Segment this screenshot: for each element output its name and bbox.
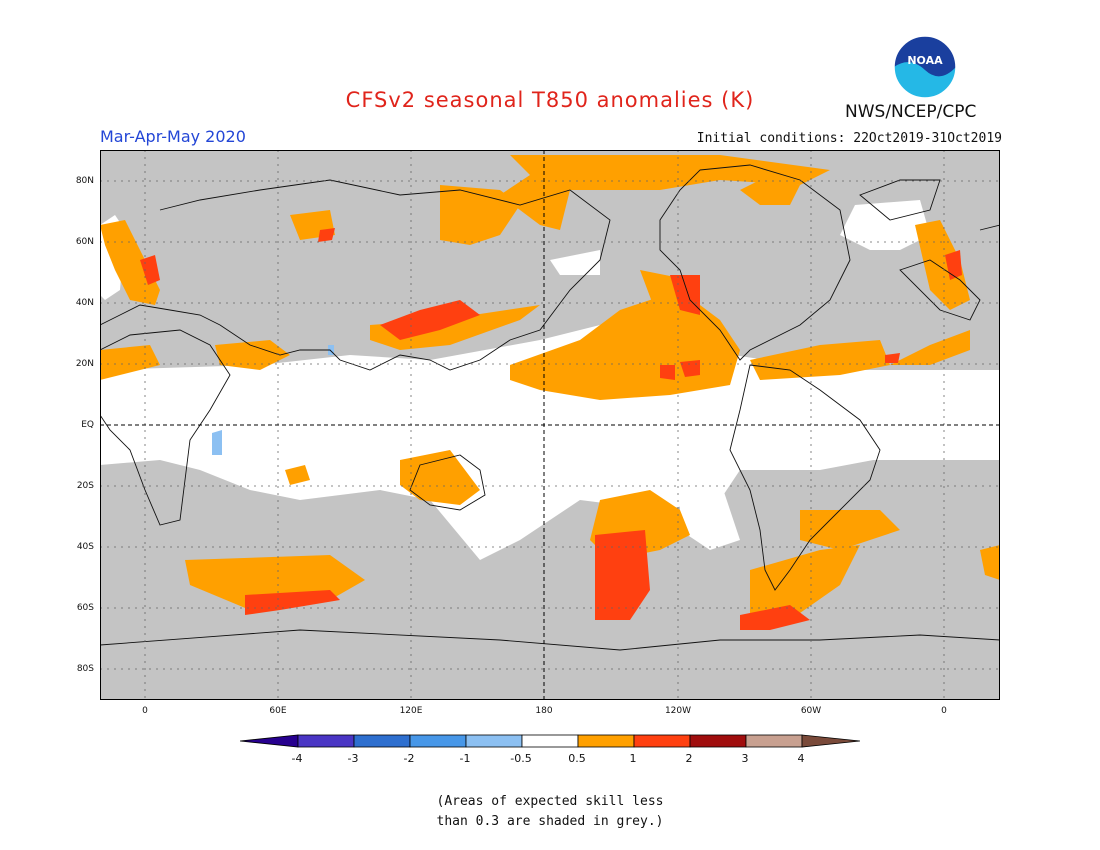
colorbar-box — [633, 734, 691, 748]
lon-label: 0 — [941, 706, 947, 716]
colorbar-box — [689, 734, 747, 748]
colorbar-label: 1 — [629, 752, 637, 765]
colorbar-box — [297, 734, 355, 748]
colorbar-label: 3 — [741, 752, 749, 765]
colorbar-label: -3 — [347, 752, 359, 765]
lat-label: 40S — [76, 542, 94, 552]
noaa-logo: NOAA — [892, 34, 958, 100]
colorbar-label: -2 — [403, 752, 415, 765]
lon-label: 180 — [535, 706, 553, 716]
colorbar-label: -1 — [459, 752, 471, 765]
initial-conditions-label: Initial conditions: 22Oct2019-31Oct2019 — [696, 131, 1002, 146]
warm-anomaly-1-2 — [140, 228, 962, 630]
lat-label: 60N — [75, 237, 94, 247]
lat-label: 80N — [75, 176, 94, 186]
colorbar-box — [353, 734, 411, 748]
colorbar-arrow-low — [239, 734, 299, 748]
colorbar-label: -0.5 — [510, 752, 532, 765]
colorbar-box — [409, 734, 467, 748]
legend-note: (Areas of expected skill less than 0.3 a… — [0, 792, 1100, 832]
agency-label: NWS/NCEP/CPC — [845, 102, 977, 122]
lon-label: 0 — [142, 706, 148, 716]
svg-text:NOAA: NOAA — [907, 54, 943, 67]
legend-note-line: (Areas of expected skill less — [436, 794, 664, 809]
colorbar-label: 0.5 — [568, 752, 586, 765]
colorbar-box — [577, 734, 635, 748]
colorbar-label: 4 — [797, 752, 805, 765]
colorbar-box — [465, 734, 523, 748]
coastlines — [99, 164, 1001, 651]
lon-label: 120W — [664, 706, 692, 716]
anomaly-map — [99, 149, 1001, 701]
lat-label: EQ — [81, 420, 94, 430]
colorbar-label: -4 — [291, 752, 303, 765]
colorbar-label: 2 — [685, 752, 693, 765]
lon-label: 60E — [269, 706, 287, 716]
lat-label: 40N — [75, 298, 94, 308]
colorbar-arrow-high — [801, 734, 861, 748]
colorbar-box — [745, 734, 803, 748]
colorbar-box — [521, 734, 579, 748]
colorbar — [239, 733, 861, 753]
season-label: Mar-Apr-May 2020 — [100, 127, 246, 146]
equator-dateline — [100, 150, 1000, 700]
map-title: CFSv2 seasonal T850 anomalies (K) — [345, 88, 755, 112]
lat-label: 20S — [76, 481, 94, 491]
lat-label: 60S — [76, 603, 94, 613]
legend-note-line: than 0.3 are shaded in grey.) — [436, 814, 664, 829]
lat-label: 80S — [76, 664, 94, 674]
lat-label: 20N — [75, 359, 94, 369]
lon-label: 120E — [399, 706, 423, 716]
lon-label: 60W — [800, 706, 822, 716]
